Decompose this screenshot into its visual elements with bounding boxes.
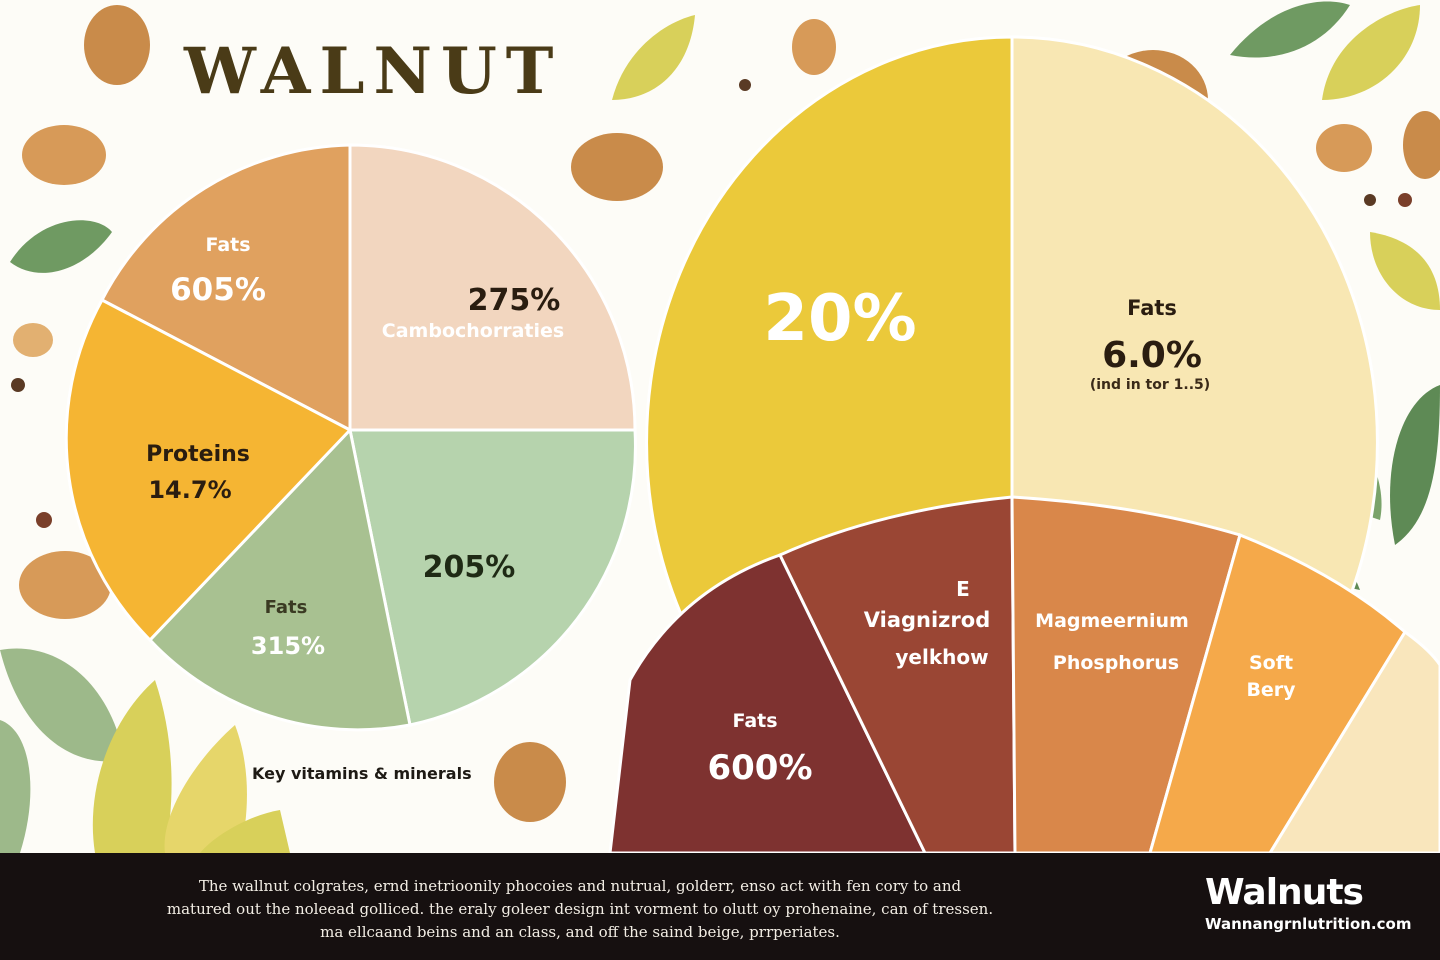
walnut-icon: [22, 125, 106, 185]
pie-value-proteins: 14.7%: [148, 476, 231, 504]
seed-icon: [36, 512, 52, 528]
footer-line: ma ellcaand beins and an class, and off …: [320, 923, 840, 941]
charts-canvas: Fats 605% 275% Cambochorraties 205% Fats…: [0, 1, 1440, 853]
pie-label-bery: Bery: [1246, 679, 1296, 701]
pie-label-fats: Fats: [205, 234, 250, 256]
seed-icon: [1398, 193, 1412, 207]
pie-label-magnesium: Magmeernium: [1035, 610, 1189, 632]
leaf-icon: [164, 725, 247, 853]
pie-label-fats-6: Fats: [1127, 296, 1177, 320]
pie-label-viagnizrod: Viagnizrod: [864, 608, 990, 632]
walnut-icon: [494, 742, 566, 822]
pie-slice-fats: [99, 143, 352, 433]
footer-bar: The wallnut colgrates, ernd inetrioonily…: [0, 853, 1440, 960]
pie-label-phosphorus: Phosphorus: [1053, 652, 1179, 674]
pie-value-fats: 605%: [170, 272, 266, 308]
walnut-icon: [792, 19, 836, 75]
pie-note-fats-6: (ind in tor 1..5): [1090, 377, 1210, 393]
footer-line: matured out the noleead golliced. the er…: [166, 900, 994, 918]
pie-label-e: E: [956, 577, 970, 601]
pie-value-fats-600: 600%: [707, 748, 812, 788]
leaf-icon: [1370, 232, 1440, 310]
pie-label-fats-315: Fats: [265, 597, 308, 618]
pie-chart-minerals: Fats 600% E Viagnizrod yelkhow Magmeerni…: [608, 495, 1440, 853]
chart-caption: Key vitamins & minerals: [252, 764, 472, 783]
leaf-icon: [0, 648, 125, 762]
pie-label-soft: Soft: [1249, 652, 1293, 674]
walnut-icon: [571, 133, 663, 201]
leaf-icon: [1390, 385, 1440, 545]
brand-url[interactable]: Wannangrnlutrition.com: [1205, 915, 1412, 933]
pie-chart-macros: Fats 605% 275% Cambochorraties 205% Fats…: [64, 143, 637, 732]
footer-description: The wallnut colgrates, ernd inetrioonily…: [130, 875, 1030, 944]
leaf-icon: [0, 720, 31, 853]
page-title: WALNUT: [184, 34, 563, 109]
walnut-icon: [84, 5, 150, 85]
leaf-icon: [10, 220, 112, 273]
pie-value-carbohydrates: 275%: [468, 283, 561, 318]
leaf-icon: [612, 15, 695, 100]
brand-name: Walnuts: [1205, 872, 1364, 913]
walnut-icon: [1316, 124, 1372, 172]
pie-slice-fats-315: [147, 426, 412, 732]
pie-slice-soft: [1148, 532, 1407, 853]
pie-slice-205: [348, 428, 637, 727]
seed-icon: [1364, 194, 1376, 206]
pie-value-205: 205%: [423, 550, 516, 585]
leaf-icon: [200, 810, 290, 853]
pie-slice-vitamin-e: [777, 495, 1017, 853]
walnut-icon: [13, 323, 53, 357]
pie-value-fats-315: 315%: [251, 632, 325, 660]
pie-slice-fats-600: [608, 553, 1015, 853]
pie-slice-magnesium: [1010, 495, 1242, 853]
pie-value-fats-6: 6.0%: [1102, 335, 1202, 376]
walnut-icon: [19, 551, 111, 619]
leaf-icon: [1322, 5, 1420, 100]
pie-label-yelkhow: yelkhow: [895, 645, 988, 669]
seed-icon: [739, 79, 751, 91]
seed-icon: [11, 378, 25, 392]
pie-label-carbohydrates: Cambochorraties: [382, 320, 564, 342]
footer-line: The wallnut colgrates, ernd inetrioonily…: [198, 877, 962, 895]
pie-slice-proteins: [64, 297, 353, 643]
pie-slice-carbohydrates: [348, 143, 637, 432]
leaf-icon: [1230, 1, 1350, 58]
pie-label-fats-600: Fats: [732, 710, 777, 732]
walnut-icon: [1403, 111, 1440, 179]
pie-value-20: 20%: [763, 282, 916, 356]
pie-label-proteins: Proteins: [146, 442, 250, 467]
leaf-icon: [92, 680, 172, 853]
